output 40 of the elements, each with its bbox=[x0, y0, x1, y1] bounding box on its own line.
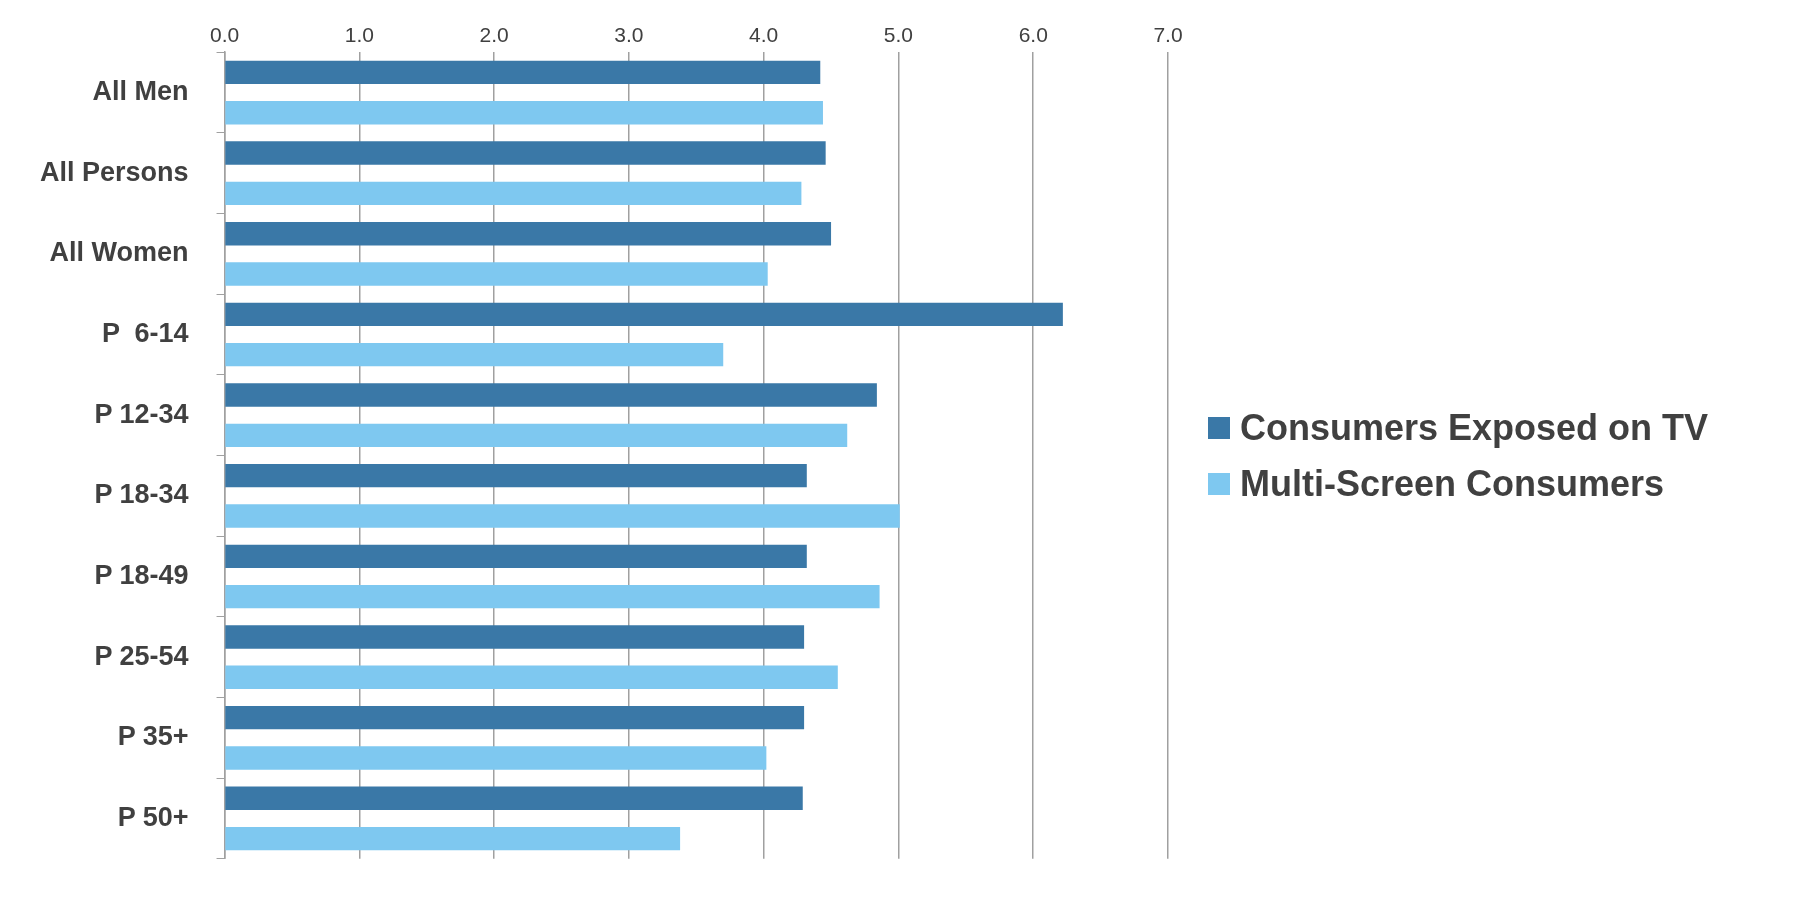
bar bbox=[225, 181, 802, 206]
x-tick-label: 6.0 bbox=[1018, 23, 1048, 47]
bar bbox=[225, 101, 823, 125]
y-tick-label: All Women bbox=[49, 237, 189, 268]
bar bbox=[225, 262, 768, 286]
x-tick-label: 3.0 bbox=[614, 23, 644, 47]
bar bbox=[225, 342, 724, 367]
y-tick-label: P 35+ bbox=[117, 721, 189, 752]
bar bbox=[225, 625, 805, 649]
y-tick-label: P 12-34 bbox=[94, 398, 189, 429]
y-tick-label: P 18-34 bbox=[94, 479, 189, 510]
bar bbox=[225, 705, 805, 730]
y-tick-label: All Persons bbox=[39, 156, 189, 187]
bar bbox=[225, 383, 877, 407]
y-tick-label: P 25-54 bbox=[94, 640, 189, 671]
y-tick-label: P 50+ bbox=[117, 801, 189, 832]
x-tick-label: 0.0 bbox=[209, 23, 240, 47]
y-tick-label: P 6-14 bbox=[101, 317, 189, 348]
bar bbox=[225, 746, 767, 770]
bar bbox=[225, 302, 1063, 327]
x-tick-label: 2.0 bbox=[479, 23, 509, 47]
legend-label: Multi-Screen Consumers bbox=[1240, 462, 1665, 505]
x-tick-label: 4.0 bbox=[749, 23, 779, 47]
bar bbox=[225, 544, 807, 569]
legend-label: Consumers Exposed on TV bbox=[1240, 406, 1709, 449]
bar bbox=[225, 463, 807, 488]
bar bbox=[225, 665, 838, 690]
bar bbox=[225, 221, 832, 246]
bar bbox=[225, 141, 826, 165]
bar bbox=[225, 786, 803, 810]
bar bbox=[225, 60, 821, 85]
y-tick-label: P 18-49 bbox=[94, 559, 189, 590]
bar bbox=[225, 423, 848, 448]
x-tick-label: 7.0 bbox=[1153, 23, 1183, 47]
bar bbox=[225, 826, 681, 851]
bar bbox=[225, 504, 900, 528]
x-tick-label: 5.0 bbox=[883, 23, 914, 47]
bar bbox=[225, 584, 880, 609]
x-tick-label: 1.0 bbox=[344, 23, 374, 47]
y-tick-label: All Men bbox=[92, 75, 189, 106]
